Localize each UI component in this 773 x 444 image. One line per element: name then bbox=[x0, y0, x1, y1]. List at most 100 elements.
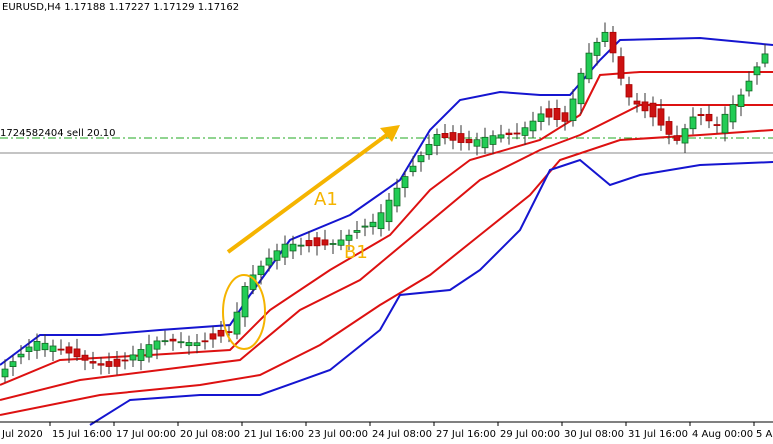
arrow-head bbox=[380, 125, 400, 142]
candle-body bbox=[41, 342, 49, 351]
candle-body bbox=[537, 113, 545, 122]
candle-body bbox=[321, 239, 329, 246]
candle-body bbox=[641, 101, 649, 112]
candle-body bbox=[113, 358, 121, 367]
candle-body bbox=[505, 132, 513, 136]
candle-body bbox=[89, 361, 97, 364]
candle-body bbox=[169, 338, 177, 342]
band-line bbox=[0, 71, 773, 386]
candle-body bbox=[129, 354, 137, 361]
candle-body bbox=[121, 359, 129, 362]
candle-body bbox=[553, 108, 561, 120]
band-line bbox=[0, 129, 773, 416]
band-line bbox=[89, 158, 773, 426]
bands bbox=[0, 36, 773, 426]
band-line bbox=[0, 36, 773, 366]
time-labels: Jul 2020 15 Jul 16:00 17 Jul 00:00 20 Jul 0… bbox=[1, 422, 773, 440]
candle-body bbox=[385, 199, 393, 223]
candle-body bbox=[529, 120, 537, 132]
candle-body bbox=[713, 124, 721, 126]
candle-body bbox=[569, 98, 577, 122]
annotation: B1 bbox=[344, 242, 368, 263]
candle-body bbox=[57, 348, 65, 351]
candle-body bbox=[105, 361, 113, 367]
candle-body bbox=[585, 52, 593, 80]
band-line bbox=[0, 104, 773, 401]
candle-body bbox=[233, 311, 241, 335]
candle-body bbox=[521, 127, 529, 136]
time-label: 24 Jul 08:00 bbox=[372, 429, 432, 440]
candle-body bbox=[753, 66, 761, 76]
time-label: 31 Jul 16:00 bbox=[628, 429, 688, 440]
time-label: 29 Jul 00:00 bbox=[500, 429, 560, 440]
candle-body bbox=[17, 353, 25, 358]
candle-body bbox=[289, 243, 297, 252]
candle-body bbox=[561, 112, 569, 122]
time-label: 15 Jul 16:00 bbox=[52, 429, 112, 440]
time-label: 4 Aug 00:00 bbox=[692, 429, 753, 440]
candle-body bbox=[465, 139, 473, 144]
candle-body bbox=[401, 176, 409, 189]
candle-body bbox=[369, 221, 377, 228]
candle-body bbox=[473, 139, 481, 147]
candle-body bbox=[449, 132, 457, 141]
candle-body bbox=[337, 239, 345, 246]
candle-body bbox=[217, 329, 225, 337]
time-label: 23 Jul 00:00 bbox=[308, 429, 368, 440]
candle-body bbox=[145, 344, 153, 358]
candle-body bbox=[265, 257, 273, 266]
candle-body bbox=[601, 31, 609, 42]
candle-body bbox=[73, 348, 81, 358]
candle-body bbox=[1, 368, 9, 378]
candles bbox=[1, 22, 769, 383]
candle-body bbox=[33, 341, 41, 351]
candle-body bbox=[481, 136, 489, 149]
candle-body bbox=[257, 265, 265, 276]
symbol-header: EURUSD,H4 1.17188 1.17227 1.17129 1.1716… bbox=[2, 2, 239, 13]
candle-body bbox=[761, 53, 769, 64]
candle-body bbox=[609, 31, 617, 54]
candle-body bbox=[137, 349, 145, 361]
candle-body bbox=[545, 108, 553, 118]
candle-body bbox=[281, 243, 289, 258]
candle-body bbox=[65, 346, 73, 354]
candle-body bbox=[161, 340, 169, 343]
candle-body bbox=[617, 56, 625, 79]
candle-body bbox=[345, 234, 353, 241]
time-label: 30 Jul 08:00 bbox=[564, 429, 624, 440]
candle-body bbox=[313, 237, 321, 247]
candle-body bbox=[729, 104, 737, 123]
candle-body bbox=[497, 134, 505, 139]
candle-body bbox=[737, 94, 745, 107]
candle-body bbox=[97, 363, 105, 366]
candle-body bbox=[593, 41, 601, 56]
time-label: 20 Jul 08:00 bbox=[180, 429, 240, 440]
candle-body bbox=[577, 72, 585, 105]
candle-body bbox=[457, 133, 465, 143]
candle-body bbox=[193, 342, 201, 347]
time-label: 5 Au bbox=[756, 429, 773, 440]
candle-body bbox=[361, 225, 369, 228]
candle-body bbox=[625, 84, 633, 98]
candle-body bbox=[681, 128, 689, 144]
candle-body bbox=[657, 108, 665, 126]
candle-body bbox=[409, 165, 417, 173]
candle-body bbox=[425, 143, 433, 156]
candle-body bbox=[721, 113, 729, 134]
candle-body bbox=[441, 133, 449, 139]
candle-body bbox=[393, 187, 401, 207]
candle-body bbox=[81, 354, 89, 361]
candle-body bbox=[377, 212, 385, 230]
time-label: Jul 2020 bbox=[1, 429, 43, 440]
candle-body bbox=[633, 100, 641, 105]
time-label: 17 Jul 00:00 bbox=[116, 429, 176, 440]
candle-body bbox=[433, 134, 441, 146]
candle-body bbox=[673, 135, 681, 141]
candle-body bbox=[209, 333, 217, 340]
time-label: 21 Jul 16:00 bbox=[244, 429, 304, 440]
candle-body bbox=[513, 132, 521, 135]
candle-body bbox=[649, 102, 657, 118]
trend-arrow bbox=[226, 132, 390, 254]
candle-body bbox=[305, 240, 313, 247]
